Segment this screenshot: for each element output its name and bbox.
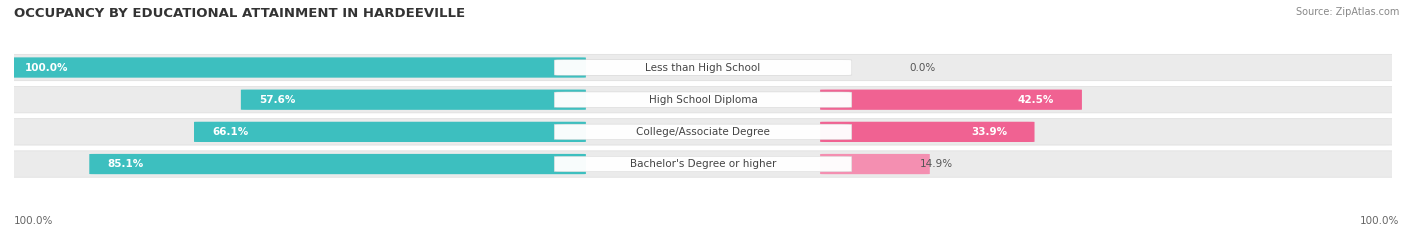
Text: 100.0%: 100.0% — [14, 216, 53, 226]
Text: 33.9%: 33.9% — [970, 127, 1007, 137]
FancyBboxPatch shape — [90, 154, 586, 174]
FancyBboxPatch shape — [554, 60, 852, 75]
FancyBboxPatch shape — [240, 89, 586, 110]
Text: Less than High School: Less than High School — [645, 62, 761, 72]
FancyBboxPatch shape — [194, 122, 586, 142]
Text: 100.0%: 100.0% — [1360, 216, 1399, 226]
Text: 14.9%: 14.9% — [920, 159, 953, 169]
Text: High School Diploma: High School Diploma — [648, 95, 758, 105]
FancyBboxPatch shape — [820, 89, 1083, 110]
Text: 85.1%: 85.1% — [107, 159, 143, 169]
Text: OCCUPANCY BY EDUCATIONAL ATTAINMENT IN HARDEEVILLE: OCCUPANCY BY EDUCATIONAL ATTAINMENT IN H… — [14, 7, 465, 20]
FancyBboxPatch shape — [0, 151, 1406, 177]
FancyBboxPatch shape — [0, 54, 1406, 81]
Text: 42.5%: 42.5% — [1018, 95, 1054, 105]
FancyBboxPatch shape — [820, 122, 1035, 142]
FancyBboxPatch shape — [0, 86, 1406, 113]
FancyBboxPatch shape — [820, 154, 929, 174]
Text: 66.1%: 66.1% — [212, 127, 249, 137]
FancyBboxPatch shape — [554, 156, 852, 172]
FancyBboxPatch shape — [554, 124, 852, 140]
Text: Bachelor's Degree or higher: Bachelor's Degree or higher — [630, 159, 776, 169]
Text: 0.0%: 0.0% — [910, 62, 936, 72]
FancyBboxPatch shape — [0, 119, 1406, 145]
Text: Source: ZipAtlas.com: Source: ZipAtlas.com — [1295, 7, 1399, 17]
Text: College/Associate Degree: College/Associate Degree — [636, 127, 770, 137]
Text: 100.0%: 100.0% — [25, 62, 69, 72]
FancyBboxPatch shape — [7, 57, 586, 78]
FancyBboxPatch shape — [554, 92, 852, 107]
Text: 57.6%: 57.6% — [259, 95, 295, 105]
